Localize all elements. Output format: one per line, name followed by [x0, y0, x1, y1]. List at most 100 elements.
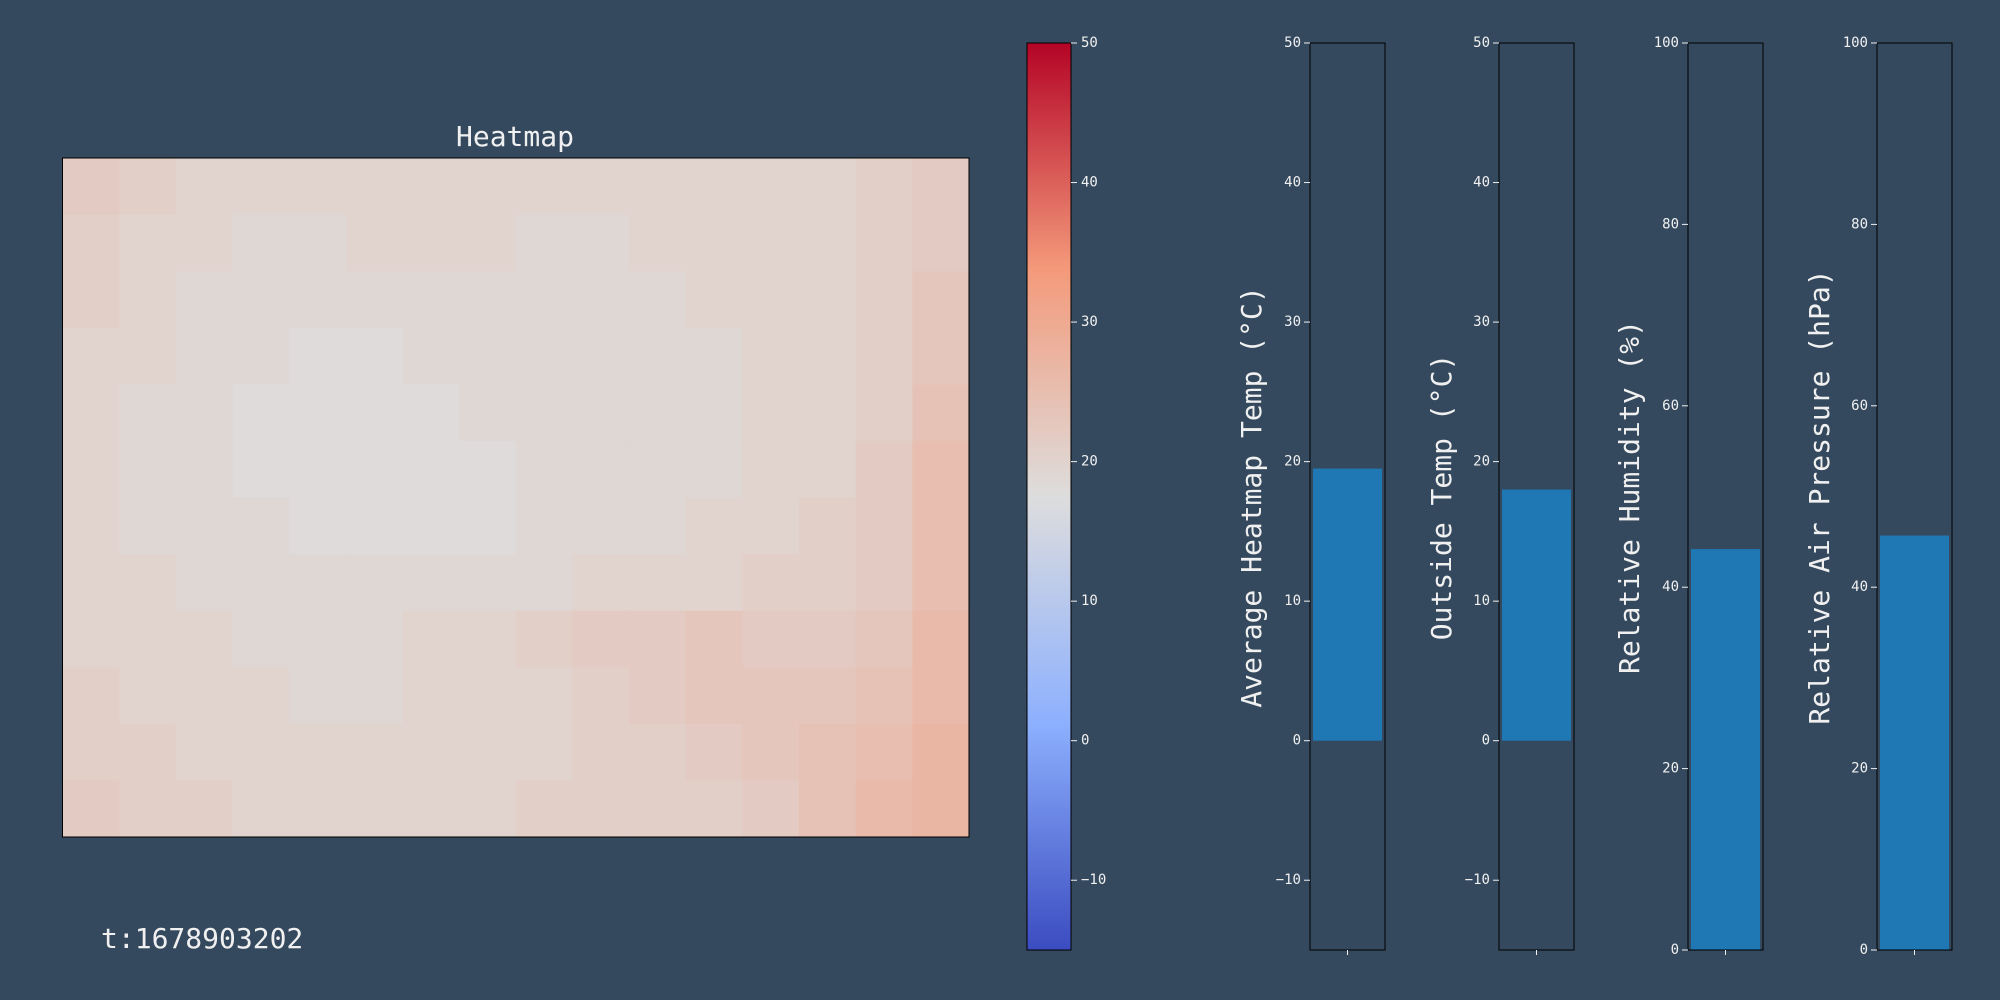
- heatmap-cell: [402, 158, 460, 216]
- heatmap-cell: [855, 271, 913, 329]
- bar: [1880, 535, 1949, 950]
- heatmap-cell: [685, 158, 743, 216]
- heatmap-cell: [232, 780, 290, 838]
- y-tick-label: 100: [1654, 35, 1679, 51]
- heatmap-cell: [119, 327, 177, 385]
- y-tick-label: 10: [1473, 593, 1490, 609]
- y-tick-label: 20: [1662, 761, 1679, 777]
- heatmap-cell: [572, 780, 630, 838]
- heatmap-cell: [289, 271, 347, 329]
- colorbar: [1026, 42, 1072, 951]
- heatmap-cell: [175, 780, 233, 838]
- heatmap-cell: [629, 384, 687, 442]
- heatmap-cell: [855, 214, 913, 272]
- heatmap-cell: [799, 327, 857, 385]
- y-tick-label: 50: [1284, 35, 1301, 51]
- heatmap-cell: [799, 440, 857, 498]
- heatmap-cell: [685, 554, 743, 612]
- heatmap-cell: [119, 158, 177, 216]
- heatmap-cell: [62, 158, 120, 216]
- heatmap-cell: [62, 723, 120, 781]
- y-tick-label: 100: [1843, 35, 1868, 51]
- heatmap-cell: [572, 327, 630, 385]
- heatmap-cell: [742, 440, 800, 498]
- heatmap-cell: [289, 497, 347, 555]
- heatmap-cell: [175, 667, 233, 725]
- heatmap-cell: [119, 384, 177, 442]
- y-tick-label: 20: [1284, 454, 1301, 470]
- heatmap-cell: [402, 780, 460, 838]
- heatmap-cell: [685, 327, 743, 385]
- colorbar-tick-label: 10: [1081, 593, 1098, 609]
- heatmap-cell: [515, 723, 573, 781]
- y-tick-label: −10: [1465, 872, 1490, 888]
- colorbar-tick-label: 50: [1081, 35, 1098, 51]
- heatmap-cell: [855, 554, 913, 612]
- heatmap-cell: [345, 667, 403, 725]
- heatmap-cell: [175, 497, 233, 555]
- heatmap-cell: [912, 384, 970, 442]
- y-axis-label: Relative Air Pressure (hPa): [1803, 269, 1836, 724]
- heatmap-cell: [629, 610, 687, 668]
- heatmap-cell: [119, 780, 177, 838]
- heatmap-cell: [629, 780, 687, 838]
- heatmap-cell: [345, 327, 403, 385]
- y-tick-label: 80: [1662, 216, 1679, 232]
- heatmap-cell: [459, 440, 517, 498]
- heatmap-cell: [119, 271, 177, 329]
- heatmap-cell: [855, 327, 913, 385]
- heatmap-cell: [629, 554, 687, 612]
- heatmap-cell: [742, 271, 800, 329]
- heatmap-cell: [515, 271, 573, 329]
- heatmap-cell: [685, 723, 743, 781]
- heatmap-cell: [62, 214, 120, 272]
- heatmap-cell: [515, 667, 573, 725]
- heatmap-cell: [62, 667, 120, 725]
- y-tick-label: 0: [1482, 733, 1490, 749]
- heatmap-cell: [855, 384, 913, 442]
- heatmap-cell: [799, 723, 857, 781]
- colorbar-tick-label: 0: [1081, 733, 1089, 749]
- heatmap-cell: [345, 723, 403, 781]
- heatmap-cell: [402, 384, 460, 442]
- y-tick-label: 50: [1473, 35, 1490, 51]
- heatmap-cell: [402, 610, 460, 668]
- heatmap-cell: [232, 497, 290, 555]
- heatmap-cell: [515, 554, 573, 612]
- y-tick-label: 40: [1851, 579, 1868, 595]
- colorbar-tick-label: −10: [1081, 872, 1106, 888]
- heatmap-cell: [742, 723, 800, 781]
- heatmap-cell: [402, 327, 460, 385]
- heatmap-cell: [232, 214, 290, 272]
- heatmap-cell: [742, 384, 800, 442]
- heatmap-cell: [742, 497, 800, 555]
- heatmap-cell: [232, 158, 290, 216]
- heatmap-cell: [402, 667, 460, 725]
- heatmap-cell: [345, 158, 403, 216]
- y-tick-label: 0: [1671, 942, 1679, 958]
- heatmap-cell: [685, 780, 743, 838]
- heatmap-cell: [629, 497, 687, 555]
- heatmap-cell: [345, 271, 403, 329]
- heatmap-cell: [572, 554, 630, 612]
- heatmap-cell: [175, 610, 233, 668]
- heatmap-cell: [572, 158, 630, 216]
- heatmap-cell: [402, 497, 460, 555]
- heatmap-cell: [459, 610, 517, 668]
- heatmap-cell: [742, 667, 800, 725]
- heatmap-cell: [629, 327, 687, 385]
- heatmap-cell: [629, 214, 687, 272]
- heatmap-cell: [855, 158, 913, 216]
- heatmap-cell: [289, 440, 347, 498]
- heatmap-cell: [855, 780, 913, 838]
- heatmap-frame: [62, 157, 970, 838]
- heatmap-cell: [515, 780, 573, 838]
- heatmap-cell: [119, 497, 177, 555]
- colorbar-tick-label: 30: [1081, 314, 1098, 330]
- heatmap-cell: [799, 780, 857, 838]
- heatmap-cell: [459, 214, 517, 272]
- heatmap-cell: [232, 440, 290, 498]
- heatmap-cell: [629, 440, 687, 498]
- heatmap-cell: [799, 554, 857, 612]
